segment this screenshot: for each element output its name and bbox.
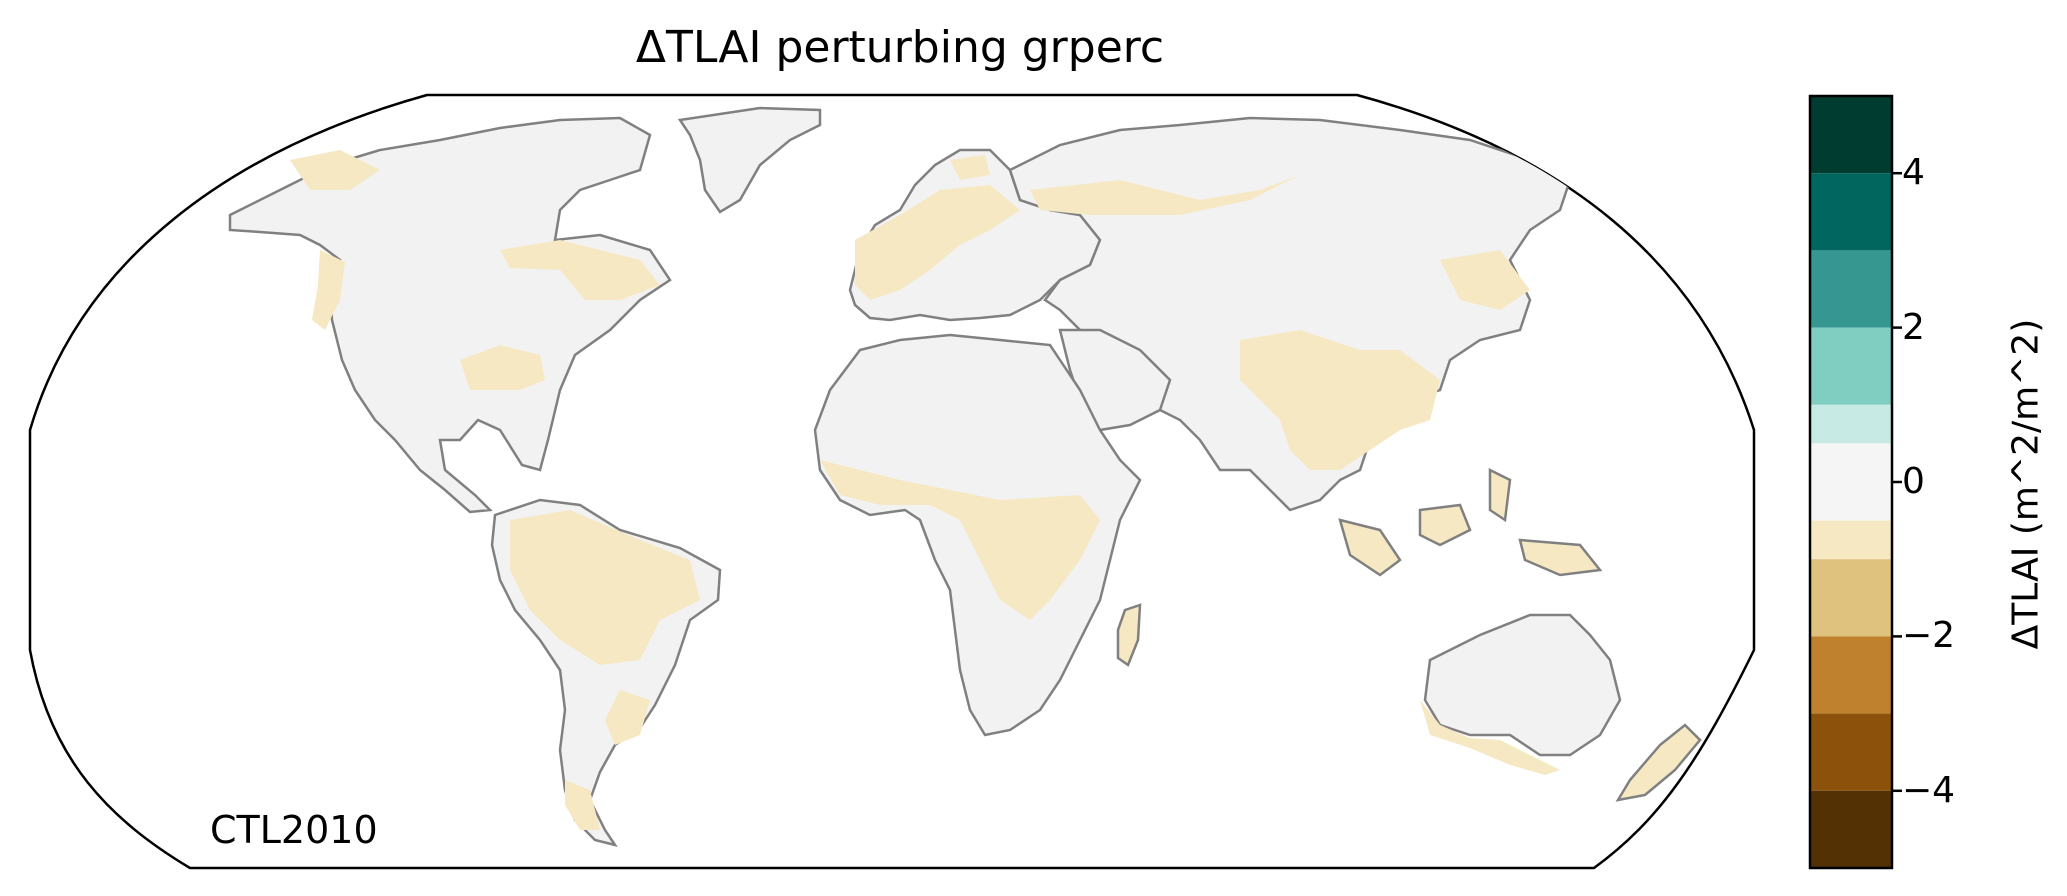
- colorbar-label: ΔTLAI (m^2/m^2): [2005, 318, 2047, 650]
- africa-decrease: [820, 460, 1100, 620]
- north-america-land: [228, 116, 672, 514]
- madagascar-land: [1116, 603, 1142, 667]
- colorbar-tick-label: 4: [1902, 152, 1925, 194]
- colorbar-bin: [1810, 520, 1892, 560]
- australia-decrease: [1420, 700, 1560, 775]
- colorbar-tick-label: 2: [1902, 306, 1925, 348]
- colorbar-bin: [1810, 173, 1892, 251]
- asia-decrease: [1030, 175, 1530, 470]
- map-annotation: CTL2010: [210, 808, 378, 852]
- colorbar-bin: [1810, 327, 1892, 405]
- colorbar-tick-label: −4: [1902, 769, 1956, 811]
- colorbar-bin: [1810, 636, 1892, 714]
- colorbar-bin: [1810, 559, 1892, 637]
- colorbar-bin: [1810, 404, 1892, 444]
- south-america-decrease: [510, 510, 700, 830]
- colorbar-tick-label: 0: [1902, 461, 1925, 502]
- map-title: ΔTLAI perturbing grperc: [635, 22, 1165, 73]
- colorbar-tick-label: −2: [1902, 615, 1956, 657]
- colorbar-bin: [1810, 443, 1892, 521]
- new-zealand-land: [1615, 723, 1702, 802]
- australia-land: [1423, 613, 1622, 757]
- colorbar-bin: [1810, 96, 1892, 174]
- colorbar-bin: [1810, 250, 1892, 328]
- north-america-decrease: [290, 150, 660, 390]
- colorbar-bin: [1810, 790, 1892, 868]
- greenland-land: [677, 106, 822, 214]
- europe-decrease: [855, 155, 1020, 300]
- southeast-asia-islands: [1338, 467, 1603, 577]
- land-layer: [228, 106, 1702, 847]
- colorbar: [1808, 94, 1902, 870]
- colorbar-bin: [1810, 713, 1892, 791]
